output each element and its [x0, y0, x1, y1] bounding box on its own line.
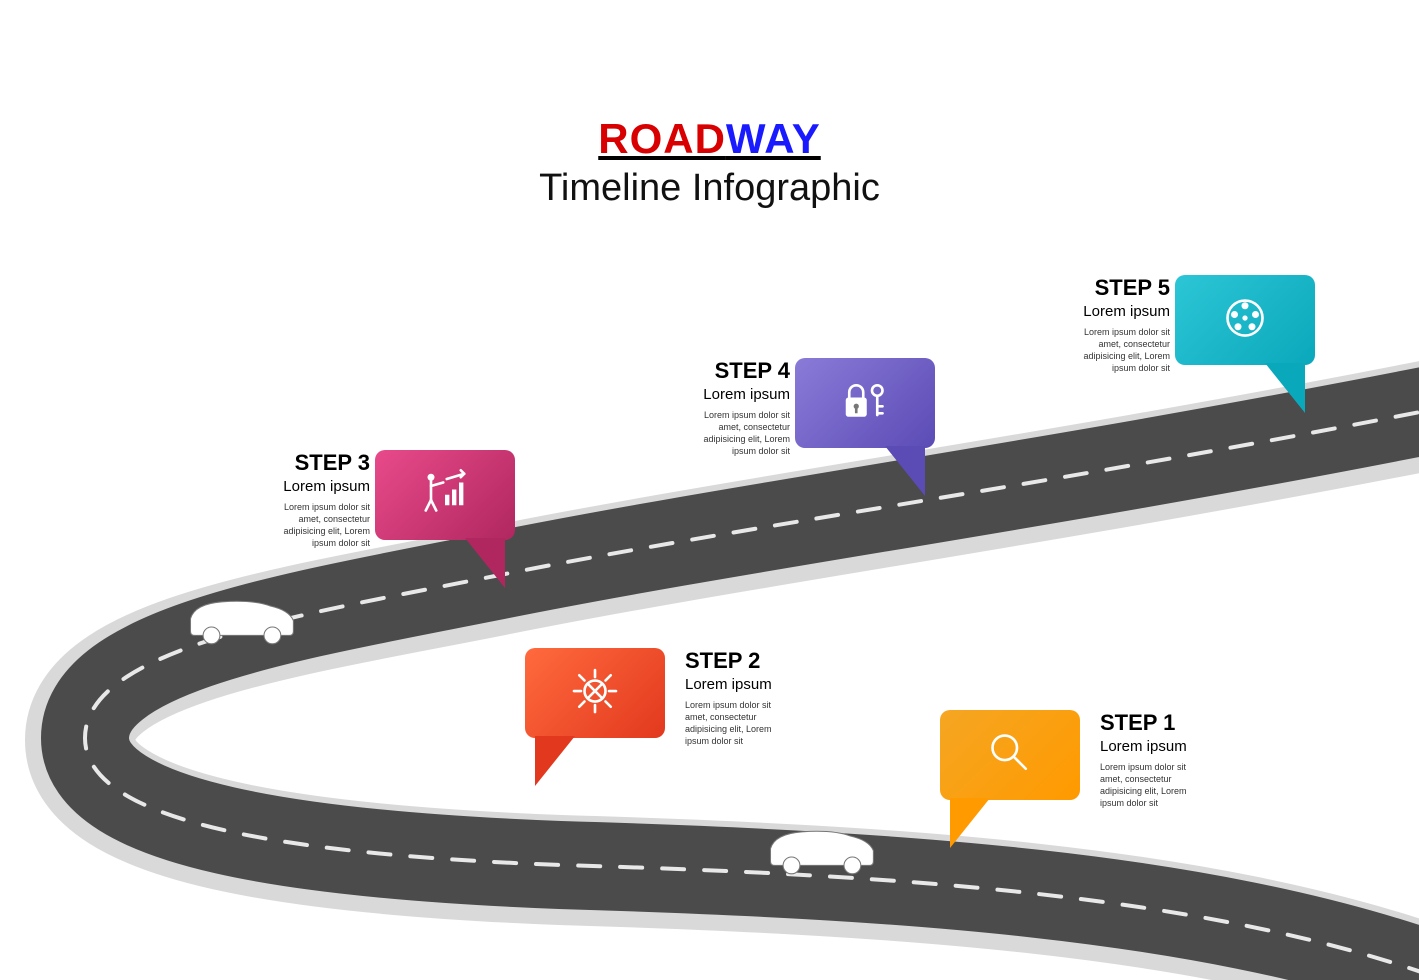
- lock-key-icon: [837, 373, 893, 434]
- globe-icon: [1217, 290, 1273, 351]
- step-text-4: STEP 4 Lorem ipsum Lorem ipsum dolor sit…: [680, 358, 790, 458]
- step-text-3: STEP 3 Lorem ipsum Lorem ipsum dolor sit…: [260, 450, 370, 550]
- step-subtitle: Lorem ipsum: [680, 386, 790, 403]
- presentation-icon: [417, 465, 473, 526]
- bubble-tail: [465, 538, 505, 588]
- step-bubble-5: [1175, 275, 1315, 365]
- road-graphic: [0, 0, 1419, 980]
- step-bubble-2: [525, 648, 665, 738]
- step-subtitle: Lorem ipsum: [260, 478, 370, 495]
- bubble-tail: [1265, 363, 1305, 413]
- step-bubble-1: [940, 710, 1080, 800]
- step-desc: Lorem ipsum dolor sit amet, consectetur …: [1100, 761, 1210, 810]
- step-subtitle: Lorem ipsum: [685, 676, 795, 693]
- step-subtitle: Lorem ipsum: [1100, 738, 1210, 755]
- step-desc: Lorem ipsum dolor sit amet, consectetur …: [1060, 326, 1170, 375]
- step-bubble-3: [375, 450, 515, 540]
- bubble-tail: [950, 798, 990, 848]
- gear-tools-icon: [567, 663, 623, 724]
- step-bubble-4: [795, 358, 935, 448]
- step-desc: Lorem ipsum dolor sit amet, consectetur …: [685, 699, 795, 748]
- bubble-tail: [535, 736, 575, 786]
- step-text-2: STEP 2 Lorem ipsum Lorem ipsum dolor sit…: [685, 648, 795, 748]
- step-title: STEP 5: [1060, 275, 1170, 301]
- step-desc: Lorem ipsum dolor sit amet, consectetur …: [680, 409, 790, 458]
- step-title: STEP 4: [680, 358, 790, 384]
- step-title: STEP 2: [685, 648, 795, 674]
- step-text-1: STEP 1 Lorem ipsum Lorem ipsum dolor sit…: [1100, 710, 1210, 810]
- step-title: STEP 3: [260, 450, 370, 476]
- step-subtitle: Lorem ipsum: [1060, 303, 1170, 320]
- step-title: STEP 1: [1100, 710, 1210, 736]
- magnifier-icon: [982, 725, 1038, 786]
- step-desc: Lorem ipsum dolor sit amet, consectetur …: [260, 501, 370, 550]
- bubble-tail: [885, 446, 925, 496]
- step-text-5: STEP 5 Lorem ipsum Lorem ipsum dolor sit…: [1060, 275, 1170, 375]
